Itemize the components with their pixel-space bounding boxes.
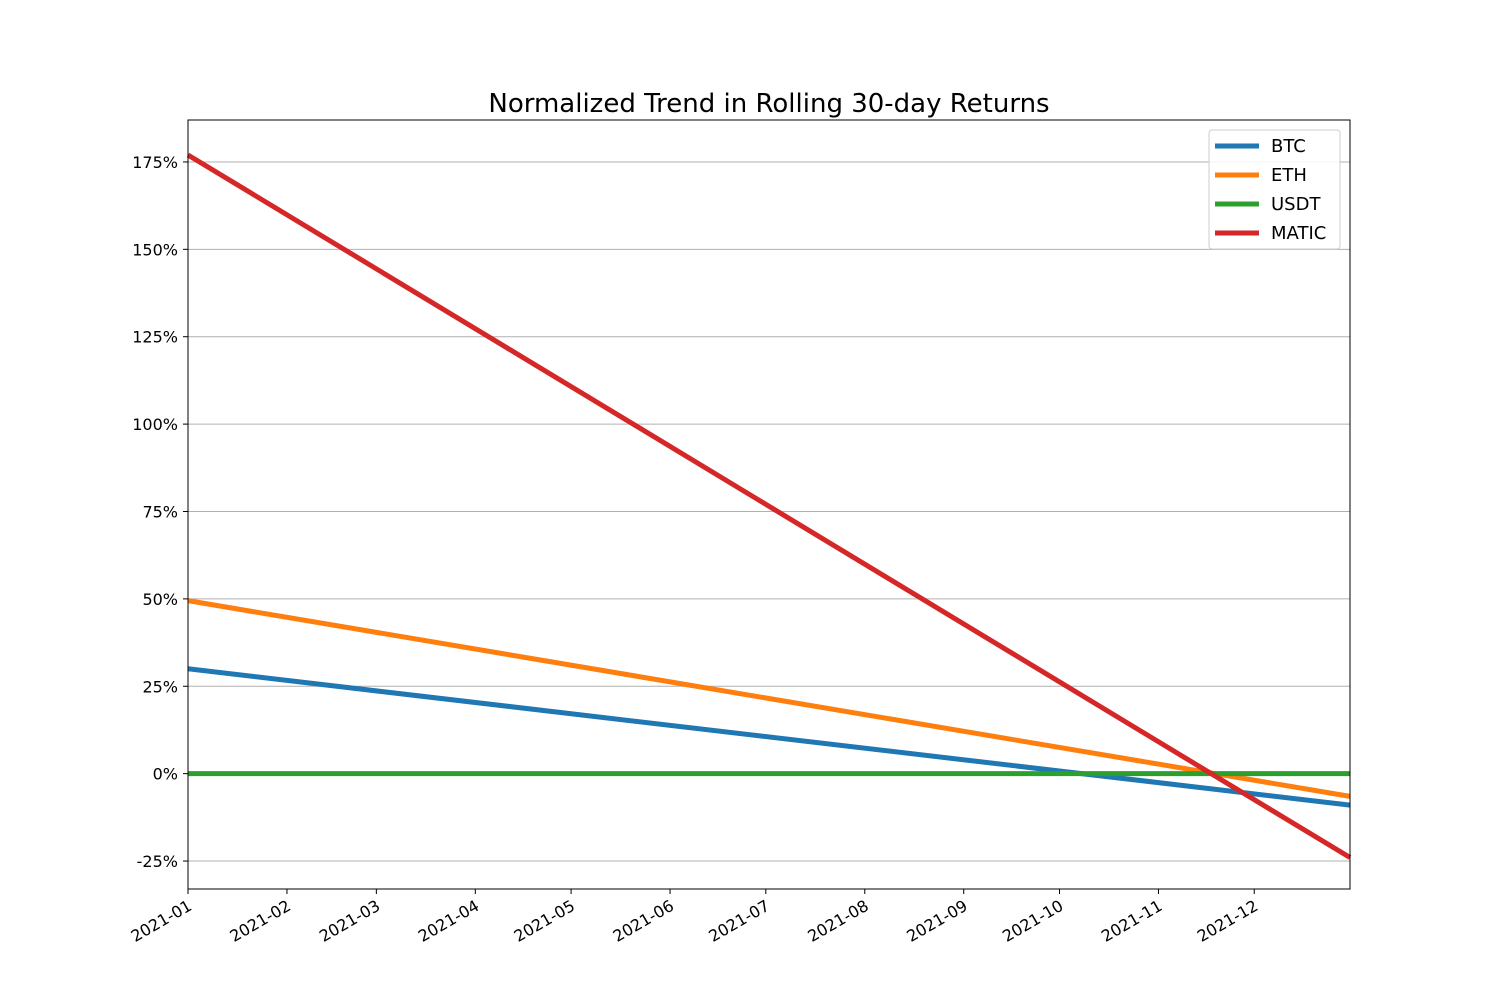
- legend-label-btc: BTC: [1271, 136, 1306, 157]
- legend-label-eth: ETH: [1271, 165, 1307, 186]
- y-tick-label: 50%: [142, 590, 178, 609]
- chart-title: Normalized Trend in Rolling 30-day Retur…: [488, 89, 1049, 119]
- y-tick-label: 25%: [142, 677, 178, 696]
- legend: BTC ETH USDT MATIC: [1208, 129, 1341, 250]
- legend-label-matic: MATIC: [1271, 223, 1326, 244]
- y-tick-label: -25%: [137, 852, 178, 871]
- series-layer: [186, 152, 1352, 860]
- y-tick-label: 175%: [132, 153, 178, 172]
- series-line-matic: [186, 152, 1352, 860]
- legend-box: [1208, 129, 1341, 250]
- y-tick-label: 125%: [132, 328, 178, 347]
- y-tick-label: 0%: [153, 765, 178, 784]
- series-line-btc: [187, 666, 1351, 808]
- axes-frame: [187, 119, 1351, 890]
- series-line-eth: [187, 598, 1351, 799]
- y-axis: -25% 0% 25% 50% 75% 100% 125% 150% 175%: [132, 153, 188, 871]
- y-tick-label: 75%: [142, 502, 178, 521]
- y-tick-label: 150%: [132, 240, 178, 259]
- legend-label-usdt: USDT: [1271, 194, 1321, 215]
- y-tick-label: 100%: [132, 415, 178, 434]
